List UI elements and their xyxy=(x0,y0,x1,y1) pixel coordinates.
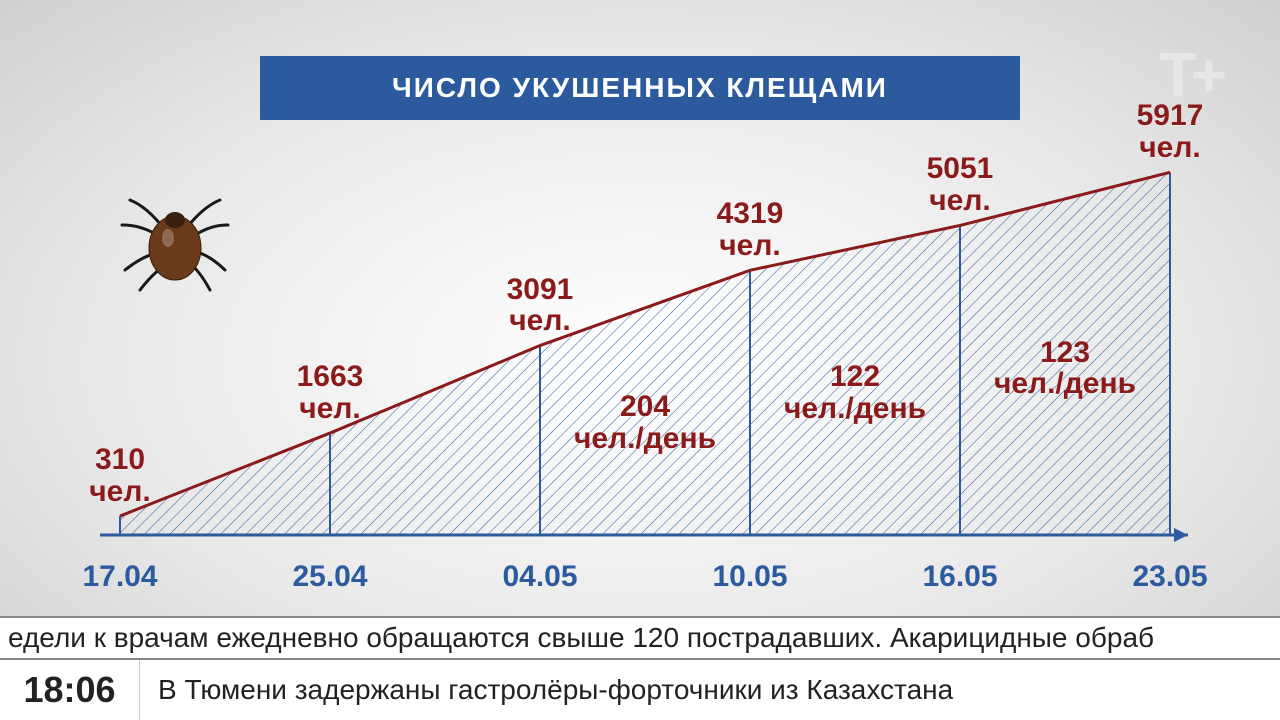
x-tick-label: 10.05 xyxy=(712,560,787,594)
area-chart: 310чел.1663чел.3091чел.4319чел.5051чел.5… xyxy=(90,130,1190,580)
x-tick-label: 25.04 xyxy=(292,560,367,594)
chart-title-bar: ЧИСЛО УКУШЕННЫХ КЛЕЩАМИ xyxy=(260,56,1020,120)
value-label: 1663чел. xyxy=(270,361,390,424)
rate-label: 204чел./день xyxy=(565,391,725,454)
ticker-upper-text: едели к врачам ежедневно обращаются свыш… xyxy=(8,622,1154,654)
rate-label: 123чел./день xyxy=(985,337,1145,400)
value-label: 5051чел. xyxy=(900,153,1020,216)
lower-bar: 18:06 В Тюмени задержаны гастролёры-форт… xyxy=(0,660,1280,720)
value-label: 4319чел. xyxy=(690,198,810,261)
clock-text: 18:06 xyxy=(23,669,115,711)
value-label: 3091чел. xyxy=(480,274,600,337)
value-label: 310чел. xyxy=(60,444,180,507)
x-tick-label: 17.04 xyxy=(82,560,157,594)
news-ticker-lower: В Тюмени задержаны гастролёры-форточники… xyxy=(140,660,1280,720)
x-tick-label: 04.05 xyxy=(502,560,577,594)
ticker-lower-text: В Тюмени задержаны гастролёры-форточники… xyxy=(158,674,953,706)
x-tick-label: 23.05 xyxy=(1132,560,1207,594)
x-tick-label: 16.05 xyxy=(922,560,997,594)
chart-title: ЧИСЛО УКУШЕННЫХ КЛЕЩАМИ xyxy=(392,72,888,104)
clock: 18:06 xyxy=(0,660,140,720)
news-ticker-upper: едели к врачам ежедневно обращаются свыш… xyxy=(0,616,1280,660)
value-label: 5917чел. xyxy=(1110,100,1230,163)
rate-label: 122чел./день xyxy=(775,361,935,424)
